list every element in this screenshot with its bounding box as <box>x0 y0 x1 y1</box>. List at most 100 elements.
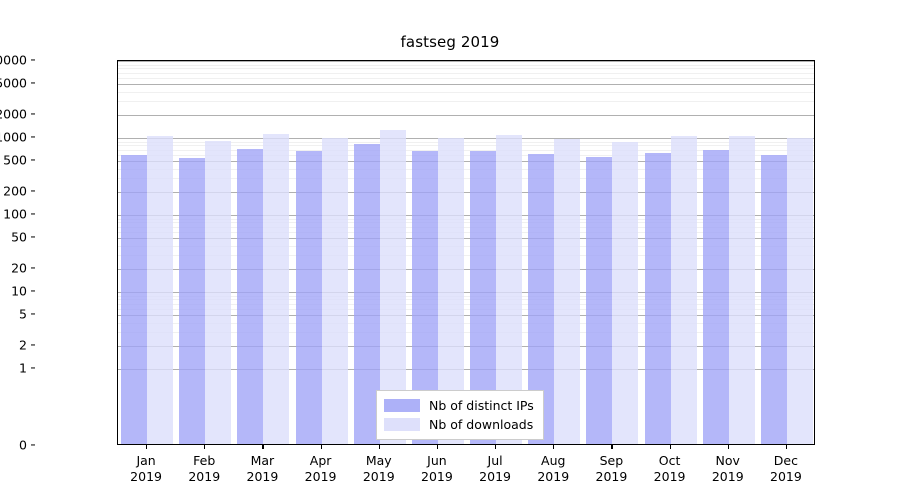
x-axis-tick-mark <box>611 445 613 449</box>
y-axis-tick-label: 2000 <box>0 106 27 122</box>
gridline-minor <box>118 245 814 247</box>
gridline-major <box>118 315 814 317</box>
gridline-minor <box>118 64 814 66</box>
legend-item[interactable]: Nb of distinct IPs <box>384 396 534 415</box>
x-axis-tick-label-jan: Jan 2019 <box>130 453 162 485</box>
gridline-minor <box>118 168 814 170</box>
chart-title: fastseg 2019 <box>400 33 500 51</box>
y-axis-tick-label: 20 <box>11 260 27 276</box>
gridline-minor <box>118 332 814 334</box>
bar-distinct-ips-oct <box>644 153 671 444</box>
y-axis-tick-mark <box>31 213 35 215</box>
y-axis-tick-label: 500 <box>3 152 27 168</box>
bar-downloads-jan <box>147 136 174 444</box>
x-axis-tick-label-sep: Sep 2019 <box>596 453 628 485</box>
bar-distinct-ips-sep <box>586 157 613 444</box>
bar-distinct-ips-apr <box>295 151 322 444</box>
gridline-minor <box>118 309 814 311</box>
y-axis-tick-mark <box>31 82 35 84</box>
gridline-major <box>118 215 814 216</box>
gridline-major <box>118 61 814 62</box>
x-tick-year: 2019 <box>421 469 453 484</box>
x-tick-month: Jan <box>136 453 156 468</box>
bar-distinct-ips-nov <box>702 149 729 444</box>
gridline-minor <box>118 72 814 74</box>
bar-distinct-ips-dec <box>760 155 787 444</box>
legend-item[interactable]: Nb of downloads <box>384 415 534 434</box>
x-axis-tick-label-nov: Nov 2019 <box>712 453 744 485</box>
x-axis: Jan 2019 Feb 2019 Mar 2019 Apr 2019 May 2019 Jun 20… <box>117 445 815 500</box>
gridline-major <box>118 292 814 293</box>
gridline-major <box>118 138 814 139</box>
bar-downloads-apr <box>321 137 348 444</box>
gridline-minor <box>118 303 814 305</box>
x-tick-year: 2019 <box>246 469 279 484</box>
x-tick-year: 2019 <box>653 469 686 484</box>
y-axis-tick-label: 200 <box>3 183 27 199</box>
x-axis-tick-mark <box>785 445 787 449</box>
x-axis-tick-mark <box>495 445 497 449</box>
x-tick-month: Oct <box>658 453 681 468</box>
x-tick-month: Feb <box>193 453 216 468</box>
legend-swatch-dl <box>384 418 420 431</box>
gridline-major <box>118 161 814 163</box>
x-tick-month: Sep <box>599 453 624 468</box>
y-axis-tick-label: 5 <box>19 306 27 322</box>
gridline-major <box>118 238 814 240</box>
x-tick-year: 2019 <box>770 469 802 484</box>
x-tick-month: Apr <box>309 453 332 468</box>
gridlines <box>118 61 814 444</box>
x-tick-year: 2019 <box>304 469 337 484</box>
gridline-minor <box>118 178 814 180</box>
legend-swatch-ips <box>384 399 420 412</box>
bar-distinct-ips-feb <box>179 158 206 444</box>
x-axis-tick-mark <box>262 445 264 449</box>
x-axis-tick-mark <box>727 445 729 449</box>
bar-distinct-ips-jan <box>121 154 148 444</box>
x-axis-tick-label-mar: Mar 2019 <box>247 453 279 485</box>
x-tick-year: 2019 <box>362 469 395 484</box>
x-axis-tick-label-aug: Aug 2019 <box>537 453 569 485</box>
gridline-minor <box>118 295 814 297</box>
x-axis-tick-label-oct: Oct 2019 <box>654 453 686 485</box>
y-axis-tick-mark <box>31 444 35 446</box>
x-axis-tick-mark <box>553 445 555 449</box>
gridline-minor <box>118 68 814 70</box>
bar-downloads-mar <box>263 134 290 444</box>
gridline-minor <box>118 91 814 93</box>
x-tick-year: 2019 <box>130 469 162 484</box>
y-axis-tick-mark <box>31 344 35 346</box>
legend-label: Nb of downloads <box>429 417 534 432</box>
x-tick-year: 2019 <box>479 469 511 484</box>
x-axis-tick-label-may: May 2019 <box>363 453 395 485</box>
y-axis-tick-label: 100 <box>3 206 27 222</box>
gridline-major <box>118 268 814 270</box>
gridline-minor <box>118 101 814 103</box>
y-axis-tick-mark <box>31 267 35 269</box>
x-tick-month: Mar <box>250 453 275 468</box>
gridline-minor <box>118 255 814 257</box>
gridline-minor <box>118 145 814 147</box>
gridline-major <box>118 191 814 193</box>
x-axis-tick-mark <box>204 445 206 449</box>
y-axis-tick-mark <box>31 290 35 292</box>
chart-legend[interactable]: Nb of distinct IPs Nb of downloads <box>376 390 544 440</box>
plot-area <box>117 60 815 445</box>
gridline-major <box>118 84 814 86</box>
y-axis-tick-mark <box>31 136 35 138</box>
x-tick-month: Dec <box>773 453 798 468</box>
y-axis-tick-label: 10000 <box>0 52 27 68</box>
y-axis-tick-mark <box>31 367 35 369</box>
y-axis-tick-mark <box>31 113 35 115</box>
bar-downloads-aug <box>554 138 581 444</box>
y-axis-tick-label: 1000 <box>0 129 27 145</box>
gridline-minor <box>118 299 814 301</box>
y-axis-tick-mark <box>31 236 35 238</box>
y-axis-tick-label: 1 <box>19 360 27 376</box>
x-tick-month: Jul <box>487 453 503 468</box>
bar-downloads-nov <box>728 136 755 444</box>
y-axis-tick-mark <box>31 159 35 161</box>
